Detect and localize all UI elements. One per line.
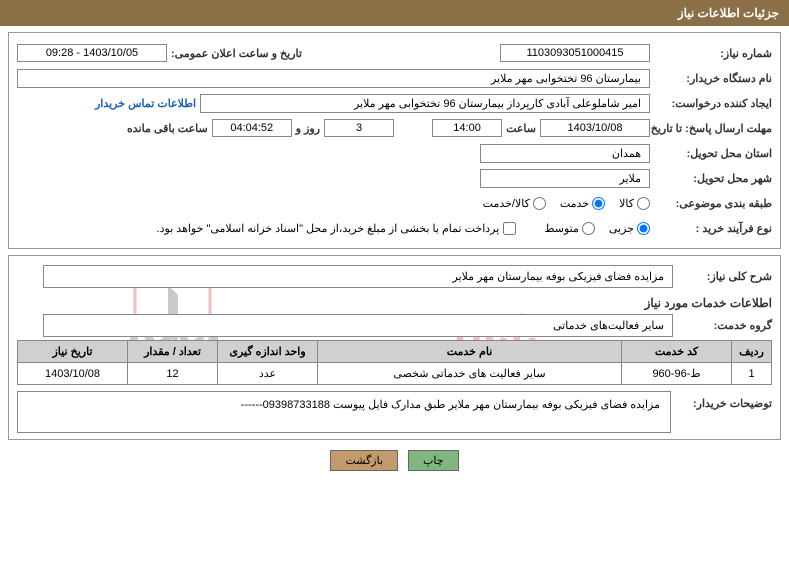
col-date: تاریخ نیاز: [18, 341, 128, 363]
col-code: کد خدمت: [622, 341, 732, 363]
overall-desc-field: مزایده فضای فیزیکی بوفه بیمارستان مهر مل…: [43, 265, 673, 288]
cell-qty: 12: [128, 363, 218, 385]
radio-goods-service[interactable]: کالا/خدمت: [483, 197, 546, 210]
radio-medium[interactable]: متوسط: [544, 222, 595, 235]
col-name: نام خدمت: [318, 341, 622, 363]
contact-link[interactable]: اطلاعات تماس خریدار: [95, 97, 196, 110]
page-header: جزئیات اطلاعات نیاز: [0, 0, 789, 26]
table-row: 1 ط-96-960 سایر فعالیت های خدماتی شخصی ع…: [18, 363, 772, 385]
requester-label: ایجاد کننده درخواست:: [654, 97, 772, 110]
process-label: نوع فرآیند خرید :: [654, 222, 772, 235]
overall-desc-label: شرح کلی نیاز:: [677, 270, 772, 283]
time-label: ساعت: [506, 122, 536, 135]
category-label: طبقه بندی موضوعی:: [654, 197, 772, 210]
deadline-time-field: 14:00: [432, 119, 502, 137]
province-label: استان محل تحویل:: [654, 147, 772, 160]
payment-note: پرداخت تمام یا بخشی از مبلغ خرید،از محل …: [157, 222, 500, 235]
category-radio-group: کالا خدمت کالا/خدمت: [483, 197, 650, 210]
radio-service[interactable]: خدمت: [560, 197, 605, 210]
days-and-label: روز و: [296, 122, 320, 135]
buyer-device-label: نام دستگاه خریدار:: [654, 72, 772, 85]
mid-details-box: شرح کلی نیاز: مزایده فضای فیزیکی بوفه بی…: [8, 255, 781, 440]
city-label: شهر محل تحویل:: [654, 172, 772, 185]
remaining-time-field: 04:04:52: [212, 119, 292, 137]
col-unit: واحد اندازه گیری: [218, 341, 318, 363]
radio-goods[interactable]: کالا: [619, 197, 650, 210]
province-field: همدان: [480, 144, 650, 163]
back-button[interactable]: بازگشت: [330, 450, 398, 471]
payment-checkbox-row: پرداخت تمام یا بخشی از مبلغ خرید،از محل …: [157, 222, 517, 235]
need-number-label: شماره نیاز:: [654, 47, 772, 60]
cell-row: 1: [732, 363, 772, 385]
process-radio-group: جزیی متوسط: [544, 222, 650, 235]
deadline-label: مهلت ارسال پاسخ: تا تاریخ:: [654, 122, 772, 135]
city-field: ملایر: [480, 169, 650, 188]
notes-box: مزایده فضای فیزیکی بوفه بیمارستان مهر مل…: [17, 391, 671, 433]
buyer-device-field: بیمارستان 96 تختخوابی مهر ملایر: [17, 69, 650, 88]
announce-label: تاریخ و ساعت اعلان عمومی:: [171, 47, 302, 60]
notes-label: توضیحات خریدار:: [677, 391, 772, 410]
services-table: ردیف کد خدمت نام خدمت واحد اندازه گیری ت…: [17, 340, 772, 385]
announce-field: 1403/10/05 - 09:28: [17, 44, 167, 62]
cell-unit: عدد: [218, 363, 318, 385]
print-button[interactable]: چاپ: [408, 450, 459, 471]
remaining-label: ساعت باقی مانده: [127, 122, 208, 135]
days-count-field: 3: [324, 119, 394, 137]
col-qty: تعداد / مقدار: [128, 341, 218, 363]
radio-partial[interactable]: جزیی: [609, 222, 650, 235]
payment-checkbox[interactable]: [503, 222, 516, 235]
need-number-field: 1103093051000415: [500, 44, 650, 62]
top-details-box: شماره نیاز: 1103093051000415 تاریخ و ساع…: [8, 32, 781, 249]
button-row: چاپ بازگشت: [0, 450, 789, 471]
requester-field: امیر شاملوعلی آبادی کارپرداز بیمارستان 9…: [200, 94, 650, 113]
cell-date: 1403/10/08: [18, 363, 128, 385]
service-group-label: گروه خدمت:: [677, 319, 772, 332]
cell-name: سایر فعالیت های خدماتی شخصی: [318, 363, 622, 385]
table-header-row: ردیف کد خدمت نام خدمت واحد اندازه گیری ت…: [18, 341, 772, 363]
services-info-label: اطلاعات خدمات مورد نیاز: [17, 296, 772, 310]
cell-code: ط-96-960: [622, 363, 732, 385]
deadline-date-field: 1403/10/08: [540, 119, 650, 137]
service-group-field: سایر فعالیت‌های خدماتی: [43, 314, 673, 337]
col-row: ردیف: [732, 341, 772, 363]
